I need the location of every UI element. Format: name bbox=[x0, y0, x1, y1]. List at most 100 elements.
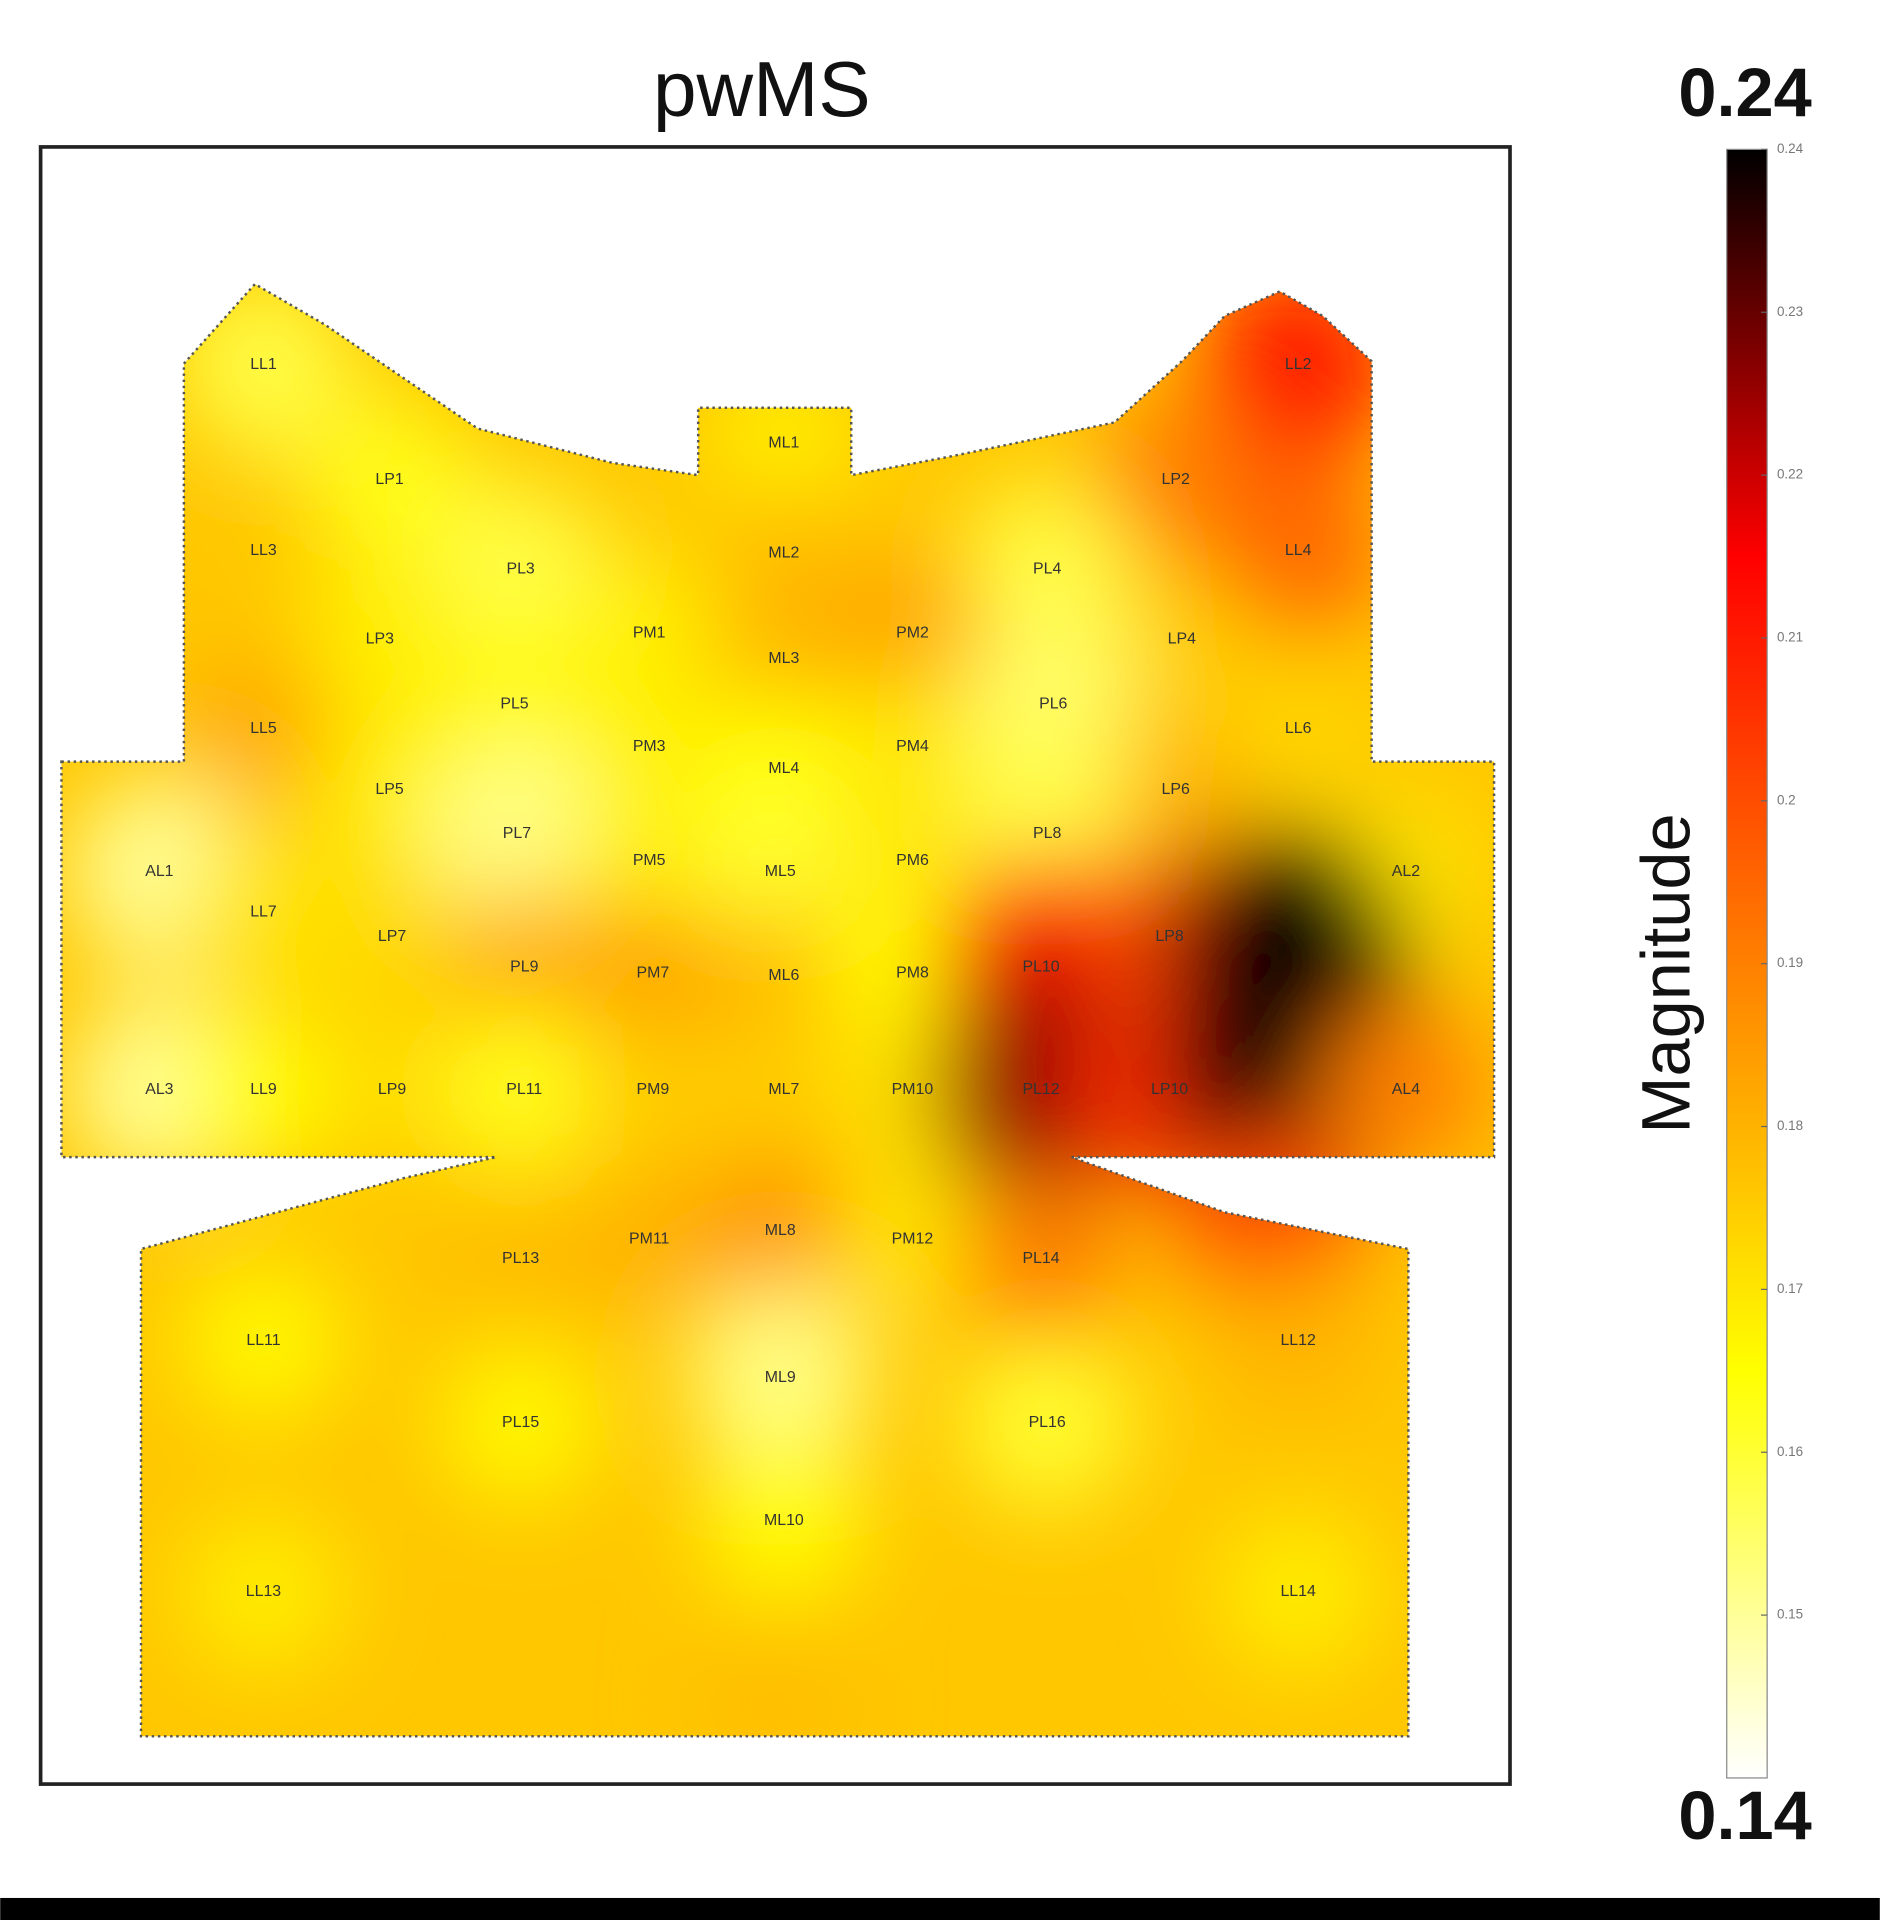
sensor-value bbox=[315, 864, 469, 1009]
colorbar-tick-label: 0.21 bbox=[1777, 630, 1803, 645]
sensor-label: PM10 bbox=[892, 1081, 934, 1098]
sensor-label: LP1 bbox=[375, 471, 403, 488]
sensor-value bbox=[185, 654, 342, 803]
sensor-value bbox=[709, 1021, 859, 1159]
sensor-label: LL3 bbox=[250, 542, 277, 559]
sensor-value bbox=[707, 587, 861, 731]
sensor-label: PL10 bbox=[1022, 959, 1059, 976]
sensor-outline bbox=[60, 282, 1496, 1738]
sensor-label: LL9 bbox=[250, 1081, 277, 1098]
chart-title: pwMS bbox=[653, 45, 871, 133]
sensor-value bbox=[1222, 657, 1374, 800]
sensor-label: PL3 bbox=[506, 561, 534, 578]
sensor-label: PM12 bbox=[892, 1230, 934, 1247]
colorbar-max: 0.24 bbox=[1678, 54, 1811, 131]
colorbar-tick-label: 0.17 bbox=[1777, 1281, 1803, 1296]
colorbar bbox=[1726, 148, 1768, 1779]
sensor-label: AL1 bbox=[145, 863, 173, 880]
colorbar-tick-label: 0.22 bbox=[1777, 467, 1803, 482]
sensor-value bbox=[1218, 1515, 1378, 1669]
sensor-value bbox=[960, 482, 1134, 657]
sensor-value bbox=[574, 898, 732, 1049]
sensor-value bbox=[439, 1344, 602, 1502]
sensor-value bbox=[181, 1010, 346, 1170]
sensor-label: PL6 bbox=[1039, 695, 1067, 712]
sensor-label: PM4 bbox=[896, 738, 929, 755]
colorbar-tick-label: 0.2 bbox=[1777, 792, 1796, 807]
sensor-label: PL5 bbox=[500, 695, 528, 712]
sensor-value bbox=[699, 1152, 861, 1309]
sensor-value bbox=[578, 1021, 728, 1159]
sensor-value bbox=[300, 562, 460, 716]
sensor-label: LP4 bbox=[1168, 630, 1196, 647]
sensor-value bbox=[433, 625, 596, 783]
sensor-label: PL12 bbox=[1022, 1081, 1059, 1098]
sensor-label: PL4 bbox=[1033, 561, 1061, 578]
sensor-label: PM11 bbox=[629, 1230, 670, 1247]
heatmap-blobs bbox=[66, 284, 1490, 1737]
sensor-label: ML4 bbox=[768, 760, 799, 777]
sensor-value bbox=[184, 1515, 343, 1669]
sensor-label: PM6 bbox=[896, 852, 929, 869]
sensor-value bbox=[1107, 570, 1257, 708]
colorbar-label: Magnitude bbox=[1628, 813, 1705, 1133]
sensor-label: PM5 bbox=[633, 852, 666, 869]
colorbar-tick-label: 0.24 bbox=[1777, 141, 1804, 156]
sensor-label: PM2 bbox=[896, 624, 929, 641]
sensor-value bbox=[433, 482, 608, 657]
colorbar-tick-label: 0.15 bbox=[1777, 1607, 1803, 1622]
sensor-label: PL14 bbox=[1022, 1250, 1059, 1267]
colorbar-tick-label: 0.23 bbox=[1777, 304, 1803, 319]
sensor-label: LL1 bbox=[250, 356, 277, 373]
sensor-label: LL7 bbox=[250, 903, 277, 920]
sensor-label: PL15 bbox=[502, 1414, 539, 1431]
sensor-value bbox=[569, 556, 729, 710]
sensor-label: PL8 bbox=[1033, 825, 1061, 842]
colorbar-tick-label: 0.19 bbox=[1777, 955, 1803, 970]
colorbar-tick-label: 0.16 bbox=[1777, 1444, 1803, 1459]
sensor-value bbox=[569, 784, 729, 938]
sensor-value bbox=[440, 1006, 609, 1173]
sensor-label: ML6 bbox=[768, 967, 799, 984]
sensor-label: ML5 bbox=[765, 863, 796, 880]
sensor-value bbox=[709, 906, 859, 1046]
sensor-value bbox=[569, 670, 729, 824]
sensor-label: LL2 bbox=[1285, 356, 1312, 373]
sensor-value bbox=[957, 1176, 1125, 1342]
colorbar-tick-label: 0.18 bbox=[1777, 1118, 1803, 1133]
sensor-label: PM9 bbox=[636, 1081, 669, 1098]
sensor-label: PL13 bbox=[502, 1250, 539, 1267]
sensor-label: LL4 bbox=[1285, 542, 1312, 559]
sensor-label: LP9 bbox=[378, 1081, 406, 1098]
sensor-label: ML1 bbox=[768, 434, 799, 451]
sensor-label: PM7 bbox=[636, 965, 669, 982]
colorbar-ticks: 0.15 0.16 0.17 0.18 0.19 0.2 0.21 0.22 0.23 0.24 bbox=[1761, 141, 1804, 1622]
sensor-label: PM8 bbox=[896, 965, 929, 982]
sensor-value bbox=[315, 1017, 469, 1162]
sensor-value bbox=[964, 613, 1143, 795]
sensor-value bbox=[833, 558, 991, 708]
sensor-value bbox=[445, 1189, 596, 1329]
sensor-value bbox=[572, 1167, 726, 1311]
sensor-value bbox=[1322, 1007, 1490, 1173]
sensor-label: PM1 bbox=[633, 624, 666, 641]
sensor-value bbox=[182, 1262, 345, 1420]
sensor-label: LP8 bbox=[1155, 928, 1183, 945]
sensor-value bbox=[446, 893, 603, 1042]
sensor-label: ML10 bbox=[764, 1512, 804, 1529]
sensor-value bbox=[961, 1337, 1133, 1508]
sensor-label: LP5 bbox=[375, 781, 403, 798]
sensor-label: LP2 bbox=[1162, 471, 1190, 488]
sensor-label: PL9 bbox=[510, 959, 538, 976]
sensor-label: ML9 bbox=[765, 1369, 796, 1386]
sensor-label: ML8 bbox=[765, 1222, 796, 1239]
sensor-value bbox=[834, 672, 991, 822]
sensor-label: PL16 bbox=[1029, 1414, 1066, 1431]
sensor-label: LP10 bbox=[1151, 1081, 1188, 1098]
colorbar-min: 0.14 bbox=[1678, 1777, 1811, 1854]
sensor-label: AL2 bbox=[1392, 863, 1420, 880]
sensor-value bbox=[185, 838, 342, 987]
sensor-value bbox=[694, 786, 866, 957]
sensor-label: AL3 bbox=[145, 1081, 173, 1098]
